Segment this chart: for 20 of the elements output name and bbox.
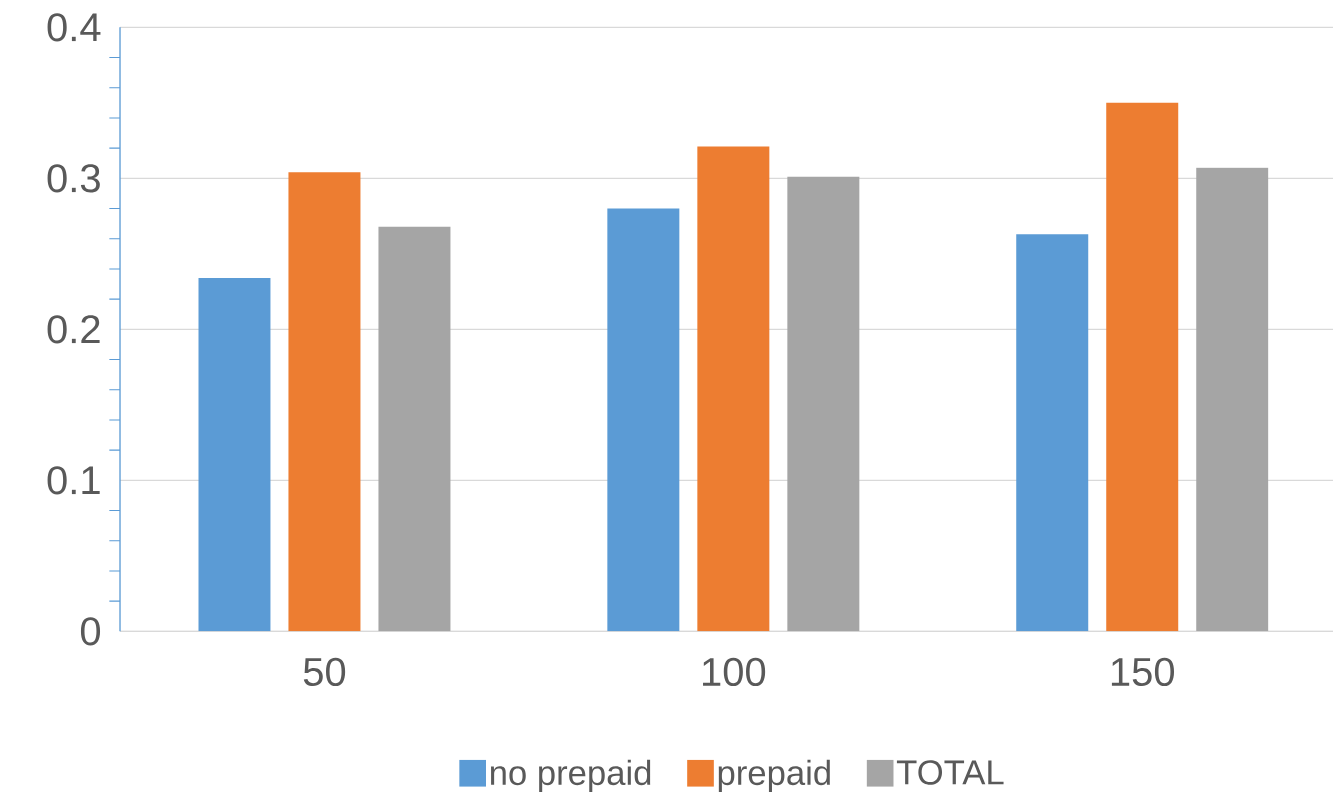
y-tick-label: 0 <box>80 617 101 646</box>
bar <box>198 277 271 632</box>
bar <box>1016 234 1089 632</box>
y-tick-label: 0.2 <box>47 315 100 344</box>
x-tick-label: 150 <box>1111 657 1175 687</box>
bar <box>1106 102 1179 632</box>
legend-label: prepaid <box>718 759 830 793</box>
y-tick-label: 0.4 <box>47 13 101 42</box>
bar <box>378 226 451 632</box>
legend-label: TOTAL <box>896 760 1004 785</box>
bar <box>787 176 860 632</box>
bar <box>697 146 770 632</box>
y-tick-label: 0.3 <box>47 164 100 193</box>
bar <box>288 172 361 632</box>
legend-label: no prepaid <box>490 759 651 793</box>
bar <box>607 208 680 632</box>
y-tick-label: 0.1 <box>47 466 100 495</box>
x-tick-label: 100 <box>703 657 766 687</box>
x-tick-label: 50 <box>303 657 346 687</box>
bar <box>1196 167 1269 632</box>
